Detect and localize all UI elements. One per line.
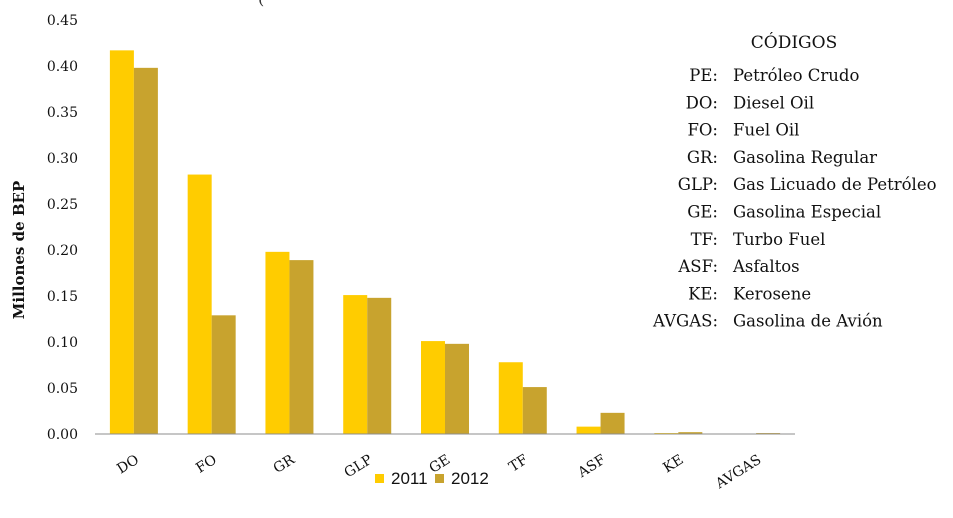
- code-key: TF:: [691, 230, 718, 249]
- bar-DO-2011: [109, 50, 134, 435]
- code-label: Diesel Oil: [733, 93, 814, 112]
- y-tick-label: 0.10: [47, 335, 78, 351]
- y-tick-label: 0.20: [47, 243, 78, 259]
- y-tick-label: 0.30: [47, 151, 78, 167]
- code-label: Kerosene: [733, 284, 811, 303]
- bar-ASF-2011: [576, 426, 601, 434]
- code-label: Asfaltos: [732, 257, 800, 276]
- bar-TF-2011: [498, 362, 523, 434]
- bar-FO-2011: [187, 174, 212, 434]
- code-key: DO:: [686, 93, 718, 112]
- y-tick-label: 0.35: [47, 105, 78, 121]
- legend-swatch-2012: [435, 474, 444, 483]
- code-label: Gasolina Regular: [733, 148, 877, 167]
- bar-GLP-2011: [343, 295, 368, 434]
- code-label: Fuel Oil: [733, 121, 799, 140]
- legend: 2011 2012: [375, 469, 489, 488]
- code-key: GE:: [687, 203, 718, 222]
- codes-list: PE: Petróleo Crudo DO: Diesel Oil FO: Fuel Oi…: [652, 66, 937, 331]
- code-key: PE:: [689, 66, 718, 85]
- x-tick-label: TF: [506, 452, 531, 476]
- y-tick-label: 0.45: [47, 13, 78, 29]
- y-tick-label: 0.15: [47, 289, 78, 305]
- y-axis-ticks: 0.00 0.05 0.10 0.15 0.20 0.25 0.30 0.35 0.40 0.45: [47, 13, 78, 443]
- code-label: Gasolina Especial: [733, 203, 881, 222]
- x-tick-label: ASF: [574, 452, 609, 482]
- x-tick-label: GE: [426, 452, 453, 477]
- x-tick-label: FO: [193, 452, 219, 477]
- x-tick-label: KE: [660, 452, 686, 477]
- y-axis-label: Millones de BEP: [10, 181, 28, 319]
- x-tick-label: AVGAS: [712, 452, 764, 493]
- code-label: Turbo Fuel: [733, 230, 825, 249]
- legend-label-2012: 2012: [451, 469, 489, 488]
- code-key: GLP:: [678, 175, 718, 194]
- bar-GLP-2012: [367, 297, 392, 434]
- bar-GE-2011: [421, 341, 445, 434]
- bar-DO-2012: [133, 67, 158, 434]
- code-label: Petróleo Crudo: [733, 66, 859, 85]
- bar-ASF-2012: [600, 412, 625, 434]
- chart-title-fragment: (: [258, 0, 264, 8]
- x-tick-label: DO: [114, 452, 142, 478]
- bar-TF-2012: [522, 387, 547, 434]
- codes-title: CÓDIGOS: [751, 32, 837, 53]
- y-tick-label: 0.05: [47, 381, 78, 397]
- code-label: Gasolina de Avión: [733, 312, 883, 331]
- code-key: GR:: [687, 148, 718, 167]
- code-key: ASF:: [677, 257, 718, 276]
- bar-KE-2012: [678, 432, 703, 434]
- bar-GR-2011: [265, 251, 290, 434]
- code-key: FO:: [687, 121, 718, 140]
- y-tick-label: 0.40: [47, 59, 78, 75]
- code-key: KE:: [688, 284, 718, 303]
- x-axis-ticks: DO FO GR GLP GE TF ASF KE AVGAS: [114, 452, 764, 493]
- y-tick-label: 0.00: [47, 427, 78, 443]
- y-tick-label: 0.25: [47, 197, 78, 213]
- bar-FO-2012: [211, 315, 236, 434]
- legend-label-2011: 2011: [391, 469, 428, 488]
- bar-GE-2012: [445, 343, 469, 434]
- code-label: Gas Licuado de Petróleo: [733, 175, 937, 194]
- bar-GR-2012: [289, 260, 314, 434]
- legend-swatch-2011: [375, 474, 384, 483]
- code-key: AVGAS:: [652, 312, 718, 331]
- x-tick-label: GR: [271, 452, 298, 477]
- x-tick-label: GLP: [342, 452, 376, 481]
- bars-group: [109, 50, 781, 435]
